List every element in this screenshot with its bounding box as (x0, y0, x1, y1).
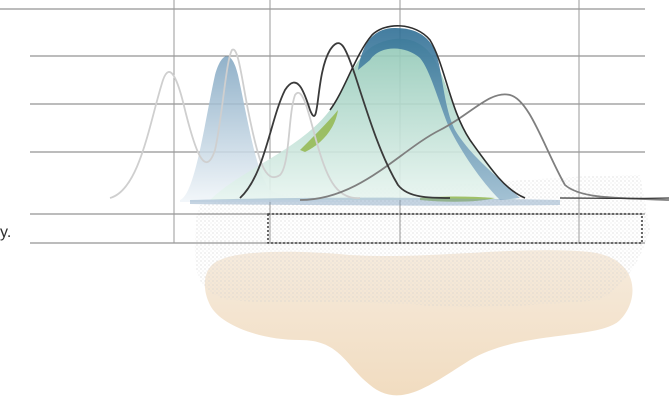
pale-blue-peak (180, 56, 360, 202)
peak-outline (329, 25, 526, 199)
dashed-box (267, 213, 643, 244)
stipple-cloud (195, 175, 650, 308)
mid-gray-curve (299, 93, 669, 201)
truncated-text-fragment: y. (0, 224, 12, 241)
light-gray-curve (109, 48, 361, 199)
baseline-smear (190, 197, 560, 206)
dark-gray-curve (239, 42, 451, 199)
blue-peak (358, 28, 520, 200)
